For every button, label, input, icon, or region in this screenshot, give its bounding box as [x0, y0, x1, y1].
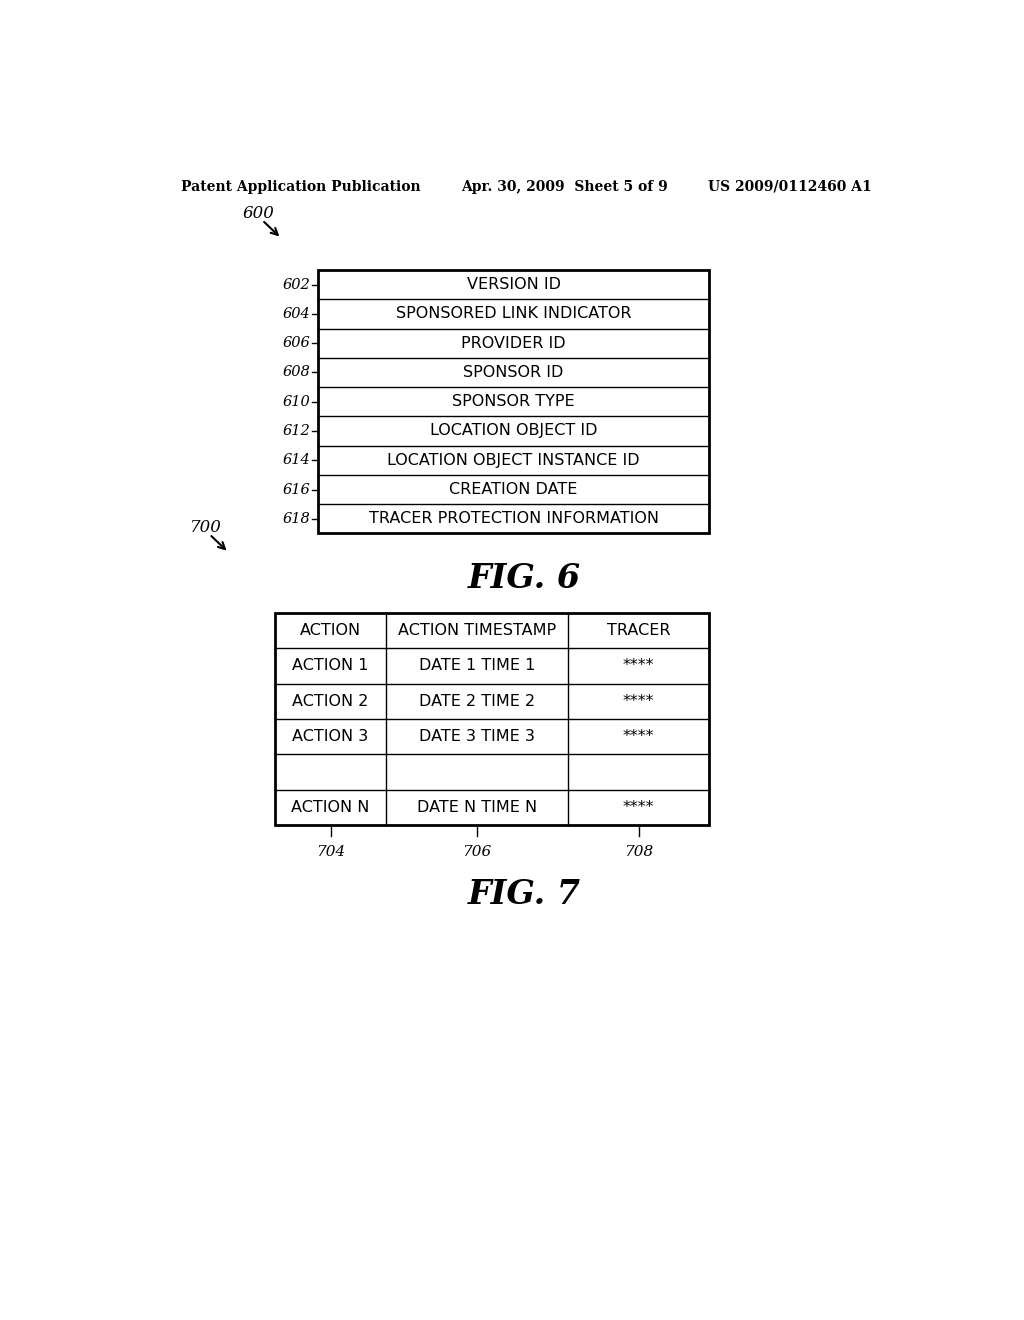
Text: DATE 3 TIME 3: DATE 3 TIME 3	[419, 729, 535, 744]
Text: LOCATION OBJECT ID: LOCATION OBJECT ID	[430, 424, 597, 438]
Text: TRACER: TRACER	[607, 623, 671, 638]
Bar	[275, 612, 710, 825]
Text: 618: 618	[283, 512, 310, 525]
Text: ACTION N: ACTION N	[292, 800, 370, 814]
Text: 616: 616	[283, 483, 310, 496]
Text: PROVIDER ID: PROVIDER ID	[461, 335, 566, 351]
Text: 600: 600	[243, 206, 274, 222]
Text: 604: 604	[283, 308, 310, 321]
Text: 706: 706	[463, 845, 492, 859]
Text: US 2009/0112460 A1: US 2009/0112460 A1	[709, 180, 872, 194]
Bar	[317, 271, 710, 533]
Text: ACTION: ACTION	[300, 623, 361, 638]
Text: ****: ****	[623, 659, 654, 673]
Text: ACTION 1: ACTION 1	[292, 659, 369, 673]
Text: DATE 1 TIME 1: DATE 1 TIME 1	[419, 659, 536, 673]
Text: ACTION 3: ACTION 3	[293, 729, 369, 744]
Text: CREATION DATE: CREATION DATE	[450, 482, 578, 498]
Text: FIG. 6: FIG. 6	[468, 561, 582, 594]
Text: LOCATION OBJECT INSTANCE ID: LOCATION OBJECT INSTANCE ID	[387, 453, 640, 467]
Text: ACTION TIMESTAMP: ACTION TIMESTAMP	[398, 623, 556, 638]
Text: ****: ****	[623, 729, 654, 744]
Text: 602: 602	[283, 277, 310, 292]
Text: ACTION 2: ACTION 2	[293, 694, 369, 709]
Text: 704: 704	[316, 845, 345, 859]
Text: 708: 708	[624, 845, 653, 859]
Text: ****: ****	[623, 694, 654, 709]
Text: SPONSORED LINK INDICATOR: SPONSORED LINK INDICATOR	[396, 306, 632, 322]
Text: 700: 700	[190, 520, 222, 536]
Text: Patent Application Publication: Patent Application Publication	[180, 180, 420, 194]
Text: DATE N TIME N: DATE N TIME N	[417, 800, 538, 814]
Text: Apr. 30, 2009  Sheet 5 of 9: Apr. 30, 2009 Sheet 5 of 9	[461, 180, 668, 194]
Text: FIG. 7: FIG. 7	[468, 878, 582, 911]
Text: 608: 608	[283, 366, 310, 379]
Text: SPONSOR TYPE: SPONSOR TYPE	[453, 395, 574, 409]
Text: VERSION ID: VERSION ID	[467, 277, 560, 292]
Text: 610: 610	[283, 395, 310, 409]
Text: DATE 2 TIME 2: DATE 2 TIME 2	[419, 694, 536, 709]
Text: ****: ****	[623, 800, 654, 814]
Text: 612: 612	[283, 424, 310, 438]
Text: 614: 614	[283, 453, 310, 467]
Text: TRACER PROTECTION INFORMATION: TRACER PROTECTION INFORMATION	[369, 511, 658, 527]
Text: 606: 606	[283, 337, 310, 350]
Text: SPONSOR ID: SPONSOR ID	[464, 364, 564, 380]
